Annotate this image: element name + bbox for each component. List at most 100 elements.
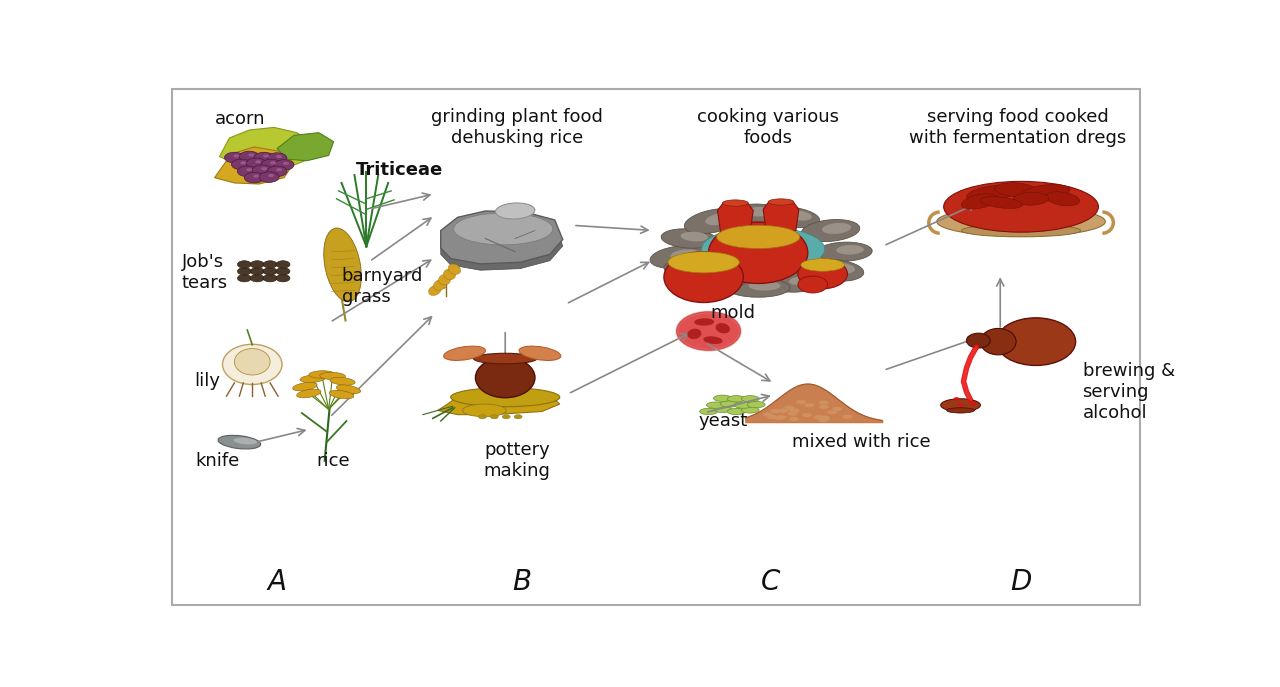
Polygon shape	[763, 201, 799, 231]
Ellipse shape	[819, 416, 829, 420]
Ellipse shape	[685, 209, 742, 234]
Ellipse shape	[805, 259, 864, 281]
Circle shape	[253, 174, 259, 178]
Circle shape	[276, 155, 282, 158]
Ellipse shape	[329, 390, 353, 398]
Ellipse shape	[671, 249, 699, 260]
Ellipse shape	[293, 383, 317, 391]
Ellipse shape	[709, 222, 808, 284]
Ellipse shape	[741, 407, 759, 413]
Ellipse shape	[684, 262, 712, 271]
Ellipse shape	[943, 181, 1098, 232]
Ellipse shape	[801, 413, 812, 417]
Ellipse shape	[474, 353, 538, 364]
Ellipse shape	[234, 438, 257, 444]
Ellipse shape	[741, 396, 759, 402]
Ellipse shape	[721, 401, 739, 407]
Ellipse shape	[768, 273, 827, 292]
Circle shape	[264, 275, 276, 282]
Text: yeast: yeast	[699, 412, 748, 430]
Text: barnyard
grass: barnyard grass	[342, 267, 422, 306]
Ellipse shape	[518, 346, 561, 361]
Circle shape	[239, 151, 259, 161]
Ellipse shape	[804, 403, 814, 407]
Ellipse shape	[700, 408, 718, 415]
Circle shape	[502, 415, 511, 419]
Circle shape	[251, 275, 264, 282]
Ellipse shape	[662, 229, 717, 248]
Ellipse shape	[961, 194, 997, 209]
Ellipse shape	[980, 328, 1016, 355]
Polygon shape	[438, 396, 559, 415]
Circle shape	[970, 403, 977, 405]
Ellipse shape	[966, 185, 1016, 202]
Circle shape	[270, 161, 276, 164]
Ellipse shape	[1014, 192, 1048, 205]
Text: lily: lily	[195, 372, 220, 390]
Ellipse shape	[444, 269, 456, 280]
Ellipse shape	[822, 223, 851, 234]
Circle shape	[957, 403, 964, 407]
Ellipse shape	[785, 405, 795, 409]
Ellipse shape	[768, 199, 794, 205]
Ellipse shape	[801, 220, 860, 242]
Ellipse shape	[324, 228, 361, 302]
Circle shape	[954, 397, 960, 401]
Ellipse shape	[330, 377, 355, 385]
Ellipse shape	[451, 387, 559, 407]
Ellipse shape	[444, 346, 485, 361]
Ellipse shape	[801, 258, 845, 271]
Circle shape	[259, 172, 279, 183]
Ellipse shape	[937, 207, 1106, 236]
Circle shape	[268, 174, 274, 177]
Text: cooking various
foods: cooking various foods	[698, 108, 840, 147]
Circle shape	[233, 155, 239, 157]
Ellipse shape	[735, 402, 753, 408]
Circle shape	[255, 160, 261, 164]
Ellipse shape	[819, 401, 828, 405]
Text: mixed with rice: mixed with rice	[792, 433, 931, 451]
Ellipse shape	[687, 328, 701, 339]
Ellipse shape	[966, 333, 991, 348]
Ellipse shape	[694, 318, 714, 326]
Circle shape	[224, 153, 244, 163]
Text: pottery
making: pottery making	[484, 441, 550, 480]
Ellipse shape	[995, 183, 1038, 197]
Ellipse shape	[818, 418, 828, 423]
Ellipse shape	[1046, 192, 1079, 206]
Ellipse shape	[827, 410, 837, 414]
Circle shape	[246, 168, 252, 171]
Circle shape	[248, 153, 255, 157]
Circle shape	[264, 155, 269, 157]
Circle shape	[232, 159, 251, 170]
Ellipse shape	[701, 227, 824, 271]
Ellipse shape	[716, 323, 730, 333]
Ellipse shape	[234, 348, 270, 375]
FancyBboxPatch shape	[172, 89, 1140, 605]
Ellipse shape	[448, 264, 461, 274]
Circle shape	[490, 415, 498, 419]
Ellipse shape	[777, 415, 786, 420]
Text: Triticeae: Triticeae	[356, 161, 443, 179]
Circle shape	[276, 267, 291, 275]
Text: mold: mold	[710, 304, 755, 322]
Ellipse shape	[774, 416, 783, 420]
Ellipse shape	[814, 415, 823, 419]
Circle shape	[261, 159, 282, 170]
Ellipse shape	[817, 242, 872, 261]
Ellipse shape	[767, 207, 819, 227]
Circle shape	[276, 168, 282, 171]
Circle shape	[246, 158, 266, 169]
Ellipse shape	[771, 409, 781, 413]
Ellipse shape	[826, 262, 855, 273]
Circle shape	[268, 153, 287, 164]
Ellipse shape	[788, 408, 799, 413]
Polygon shape	[220, 127, 314, 170]
Circle shape	[244, 172, 264, 183]
Ellipse shape	[996, 318, 1075, 365]
Ellipse shape	[790, 409, 800, 413]
Circle shape	[251, 267, 264, 275]
Ellipse shape	[787, 412, 797, 416]
Ellipse shape	[796, 400, 806, 404]
Text: rice: rice	[316, 451, 351, 470]
